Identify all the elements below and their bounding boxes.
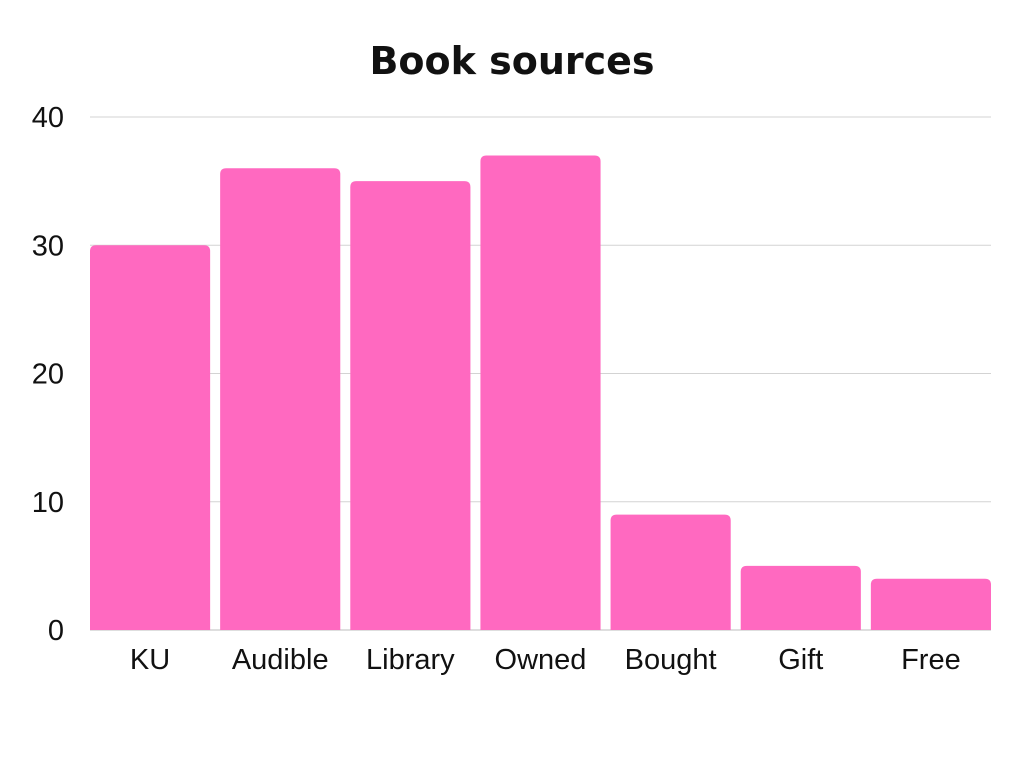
x-tick-label: Gift (778, 644, 823, 676)
bar-audible (220, 168, 341, 631)
bar-owned (480, 155, 601, 630)
chart-title: Book sources (369, 39, 654, 83)
y-tick-label: 20 (32, 359, 64, 391)
bars (90, 155, 991, 631)
y-tick-label: 10 (32, 487, 64, 519)
bar-bought (610, 514, 731, 630)
bar-gift (740, 565, 861, 630)
y-tick-label: 40 (32, 102, 64, 134)
x-tick-label: Owned (495, 644, 587, 676)
bar-library (350, 181, 471, 630)
x-tick-label: Library (366, 644, 455, 676)
x-tick-label: Audible (232, 644, 329, 676)
bar-ku (90, 245, 211, 630)
x-tick-label: Free (901, 644, 961, 676)
y-tick-label: 0 (48, 615, 64, 647)
bar-free (870, 578, 991, 630)
x-axis-category-labels: KU Audible Library Owned Bought Gift Free (130, 644, 961, 676)
y-tick-label: 30 (32, 230, 64, 262)
x-tick-label: Bought (625, 644, 717, 676)
y-axis-tick-labels: 0 10 20 30 40 (32, 102, 64, 647)
x-tick-label: KU (130, 644, 170, 676)
